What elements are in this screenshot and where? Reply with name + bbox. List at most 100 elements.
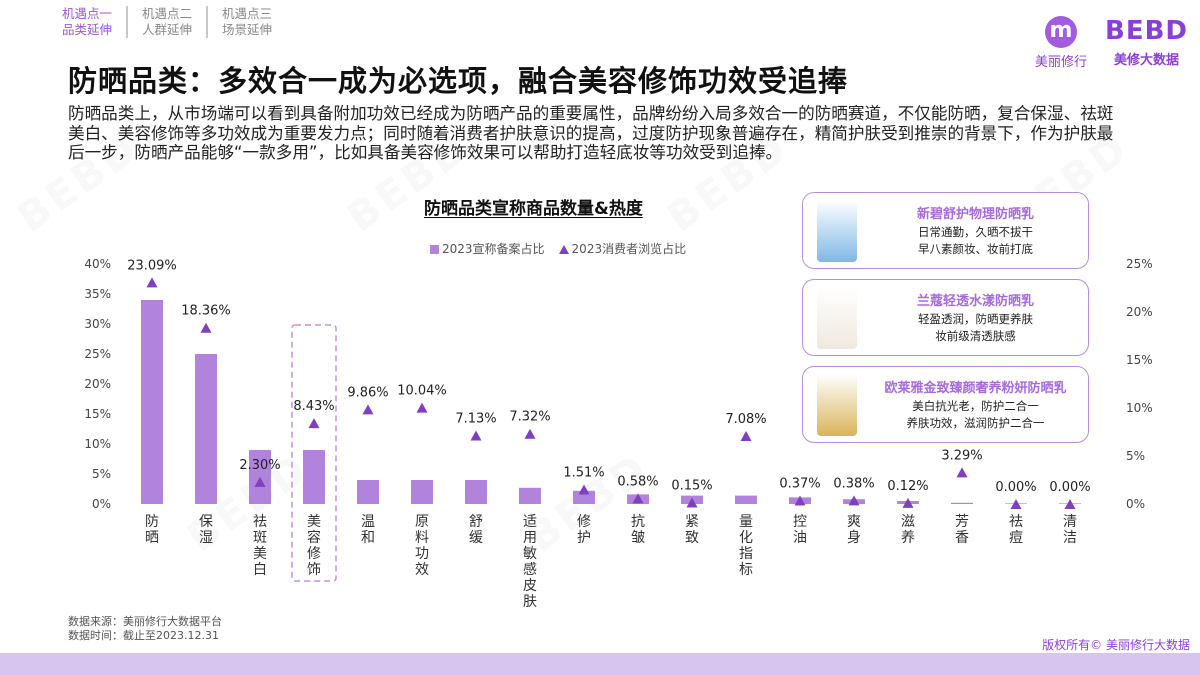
x-category-label: 容 [307, 529, 321, 546]
data-label: 8.43% [293, 399, 334, 414]
x-category-label: 祛 [253, 514, 267, 530]
bar [303, 450, 325, 504]
bar [519, 487, 541, 504]
opportunity-nav: 机遇点一 品类延伸 机遇点二 人群延伸 机遇点三 场景延伸 [62, 6, 300, 38]
x-category-label: 皮 [523, 578, 537, 594]
browse-marker [416, 402, 428, 413]
browse-marker [1064, 499, 1076, 509]
x-category-label: 功 [415, 546, 429, 562]
browse-marker [146, 277, 158, 288]
browse-marker [254, 476, 266, 487]
product-thumbnail [817, 200, 857, 262]
x-category-label: 晒 [145, 530, 159, 546]
legend-item-bar: 2023宣称备案占比 [430, 240, 545, 257]
x-category-label: 养 [901, 530, 915, 546]
product-title: 欧莱雅金致臻颜奢养粉妍防晒乳 [884, 381, 1067, 396]
x-category-label: 洁 [1063, 530, 1077, 546]
x-category-label: 效 [415, 562, 429, 578]
x-category-label: 饰 [307, 562, 321, 578]
bar [141, 300, 163, 504]
data-label: 0.12% [887, 479, 928, 494]
x-category-label: 缓 [469, 530, 483, 546]
x-category-label: 舒 [469, 514, 483, 530]
data-label: 0.38% [833, 476, 874, 491]
legend-item-marker: 2023消费者浏览占比 [558, 240, 686, 257]
brand-area: m 美丽修行 BEBD 美修大数据 [1035, 16, 1188, 70]
data-label: 7.32% [509, 410, 550, 425]
data-label: 7.13% [455, 412, 496, 427]
product-card-1[interactable]: 新碧舒护物理防晒乳 日常通勤，久晒不拔干 早八素颜妆、妆前打底 [802, 192, 1089, 269]
browse-marker [578, 484, 590, 495]
product-title: 兰蔻轻透水漾防晒乳 [916, 294, 1034, 309]
browse-marker [1010, 499, 1022, 509]
x-category-label: 适 [523, 514, 537, 530]
nav-item-1[interactable]: 机遇点一 品类延伸 [62, 6, 129, 38]
data-label: 0.00% [1049, 480, 1090, 495]
x-category-label: 修 [307, 546, 321, 562]
browse-marker [740, 431, 752, 442]
x-category-label: 抗 [631, 514, 645, 530]
browse-marker [794, 495, 806, 506]
x-category-label: 祛 [1009, 514, 1023, 530]
bar [411, 480, 433, 504]
data-label: 0.37% [779, 476, 820, 491]
x-category-label: 斑 [253, 530, 267, 546]
product-desc-line: 妆前级清透肤感 [935, 329, 1016, 343]
x-category-label: 芳 [955, 513, 969, 530]
data-source: 数据来源：美丽修行大数据平台 数据时间：截止至2023.12.31 [68, 615, 222, 642]
chart-legend: 2023宣称备案占比 2023消费者浏览占比 [430, 240, 686, 257]
x-category-label: 保 [199, 514, 213, 530]
y-right-tick-label: 0% [1126, 497, 1145, 511]
y-right-tick-label: 5% [1126, 449, 1145, 463]
bar [735, 495, 757, 504]
meili-logo-icon: m [1045, 16, 1077, 48]
x-category-label: 化 [739, 530, 753, 546]
data-label: 2.30% [239, 458, 280, 473]
legend-bar-swatch [430, 245, 439, 254]
nav-item-3[interactable]: 机遇点三 场景延伸 [222, 6, 273, 37]
x-category-label: 防 [145, 514, 159, 530]
product-desc-line: 养肤功效，滋润防护二合一 [906, 416, 1045, 430]
x-category-label: 量 [739, 514, 753, 530]
bebd-logo: BEBD 美修大数据 [1105, 16, 1188, 68]
product-thumbnail [817, 287, 857, 349]
product-desc-line: 轻盈透润，防晒更养肤 [918, 312, 1033, 326]
legend-triangle-swatch [558, 245, 569, 254]
x-category-label: 标 [739, 562, 753, 578]
page-title: 防晒品类：多效合一成为必选项，融合美容修饰功效受追捧 [68, 64, 849, 98]
y-left-tick-label: 15% [84, 407, 111, 421]
chart-title: 防晒品类宣称商品数量&热度 [424, 199, 643, 219]
browse-marker [956, 467, 968, 478]
x-category-label: 肤 [523, 594, 537, 610]
x-category-label: 痘 [1009, 530, 1023, 546]
x-category-label: 温 [361, 514, 375, 530]
x-category-label: 紧 [685, 514, 699, 530]
data-label: 7.08% [725, 412, 766, 427]
y-right-tick-label: 15% [1126, 353, 1153, 367]
browse-marker [200, 322, 212, 333]
product-card-2[interactable]: 兰蔻轻透水漾防晒乳 轻盈透润，防晒更养肤 妆前级清透肤感 [802, 279, 1089, 356]
x-category-label: 皱 [631, 530, 645, 546]
browse-marker [308, 418, 320, 429]
browse-marker [632, 493, 644, 504]
meili-logo-caption: 美丽修行 [1035, 55, 1088, 70]
product-card-3[interactable]: 欧莱雅金致臻颜奢养粉妍防晒乳 美白抗光老，防护二合一 养肤功效，滋润防护二合一 [802, 366, 1089, 443]
y-left-tick-label: 10% [84, 437, 111, 451]
x-category-label: 感 [523, 561, 537, 578]
x-category-label: 和 [361, 530, 375, 546]
x-category-label: 爽 [847, 514, 861, 530]
product-title: 新碧舒护物理防晒乳 [916, 207, 1034, 222]
x-category-label: 护 [577, 530, 591, 546]
x-category-label: 湿 [199, 530, 213, 546]
nav-item-2[interactable]: 机遇点二 人群延伸 [142, 6, 209, 38]
data-label: 10.04% [397, 384, 447, 399]
x-category-label: 美 [253, 546, 267, 562]
x-category-label: 清 [1063, 514, 1077, 530]
data-label: 0.15% [671, 479, 712, 494]
y-left-tick-label: 25% [84, 347, 111, 361]
y-left-tick-label: 20% [84, 377, 111, 391]
browse-marker [524, 428, 536, 439]
meili-logo: m 美丽修行 [1035, 16, 1087, 70]
x-category-label: 身 [847, 530, 861, 546]
